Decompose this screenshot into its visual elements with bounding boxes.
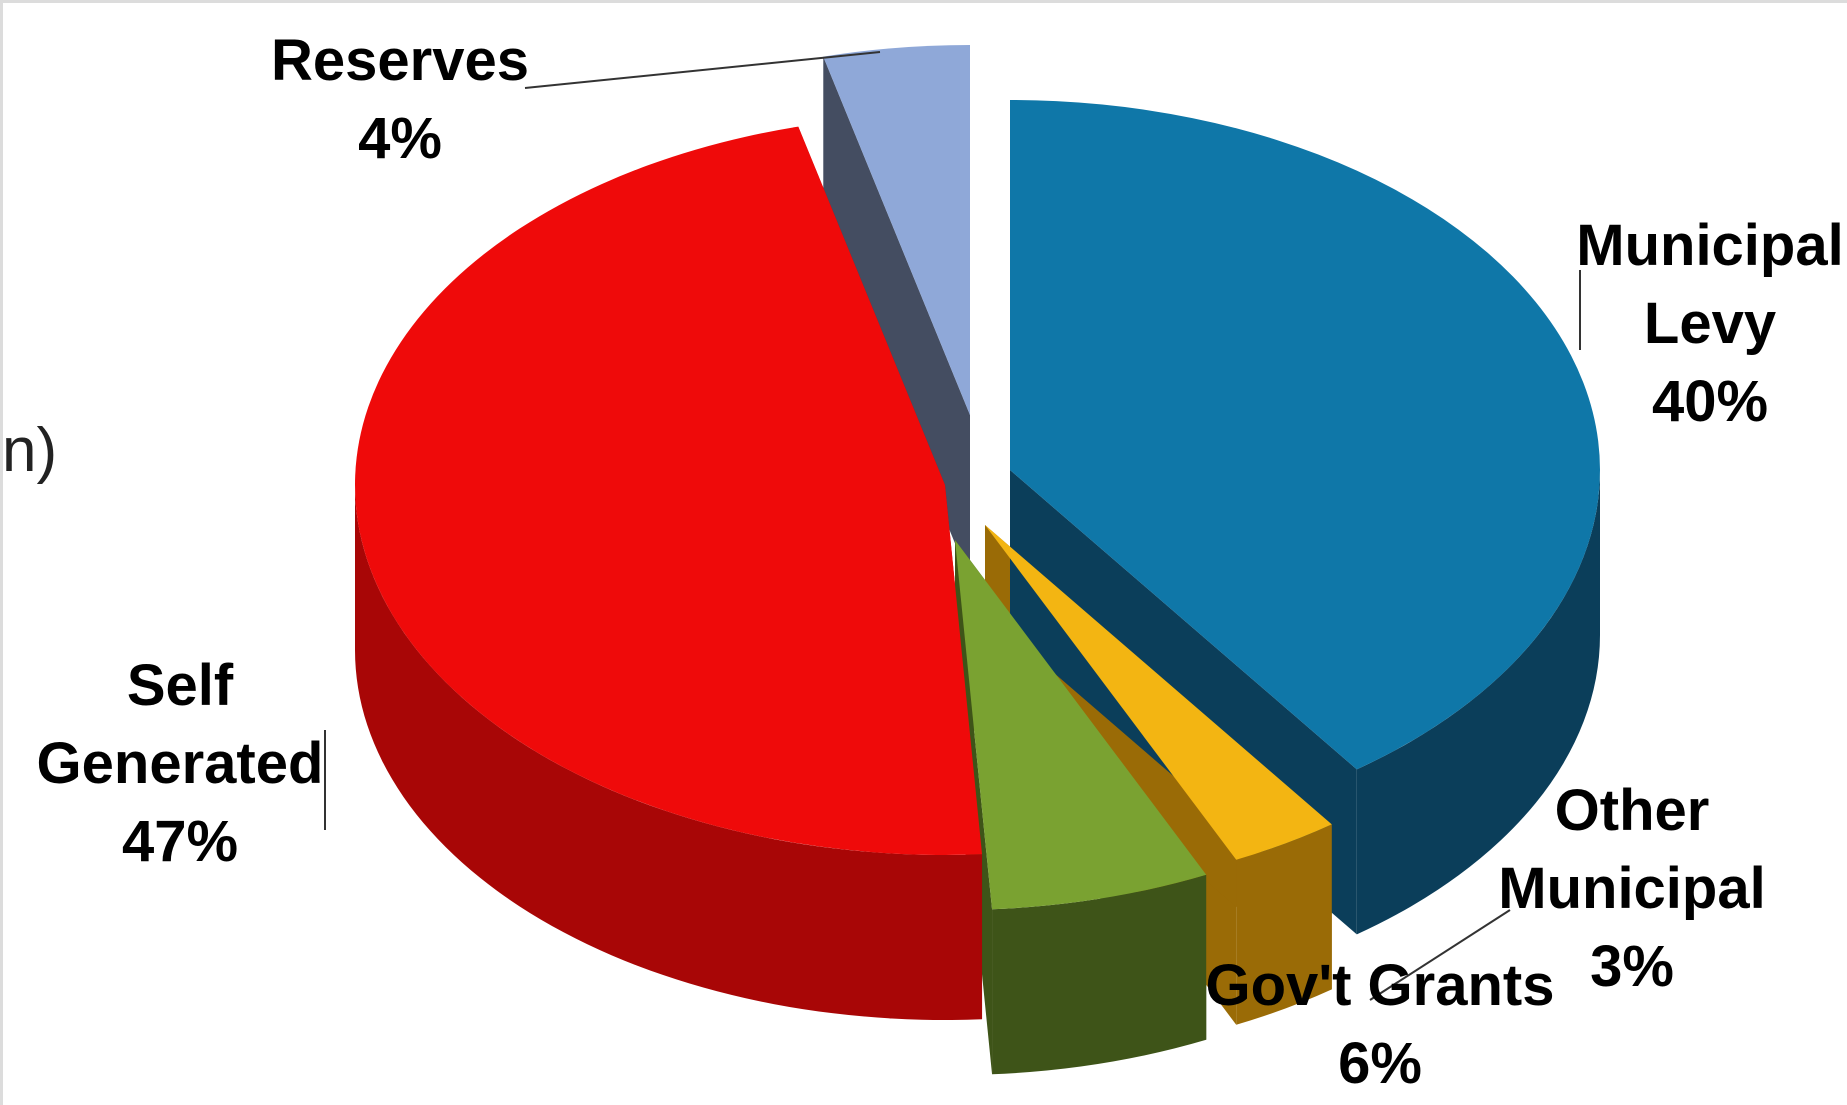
pie-side-gov-t-grants [992, 874, 1207, 1075]
cropped-text-fragment: n) [2, 416, 58, 485]
pie-slice-other-municipal [985, 525, 1332, 860]
pie-side-municipal-levy [1356, 470, 1600, 935]
pie-slice-gov-t-grants [955, 540, 1207, 910]
slice-name-line: Generated [37, 731, 324, 796]
slice-label-municipal-levy: Municipal Levy 40% [1576, 213, 1843, 434]
slice-value-label: 3% [1590, 934, 1674, 999]
slice-label-reserves: Reserves 4% [271, 28, 529, 171]
slice-value-label: 6% [1338, 1031, 1422, 1096]
pie-wall-reserves-0 [823, 56, 970, 581]
pie-tops [354, 45, 1601, 910]
slice-name-line: Municipal [1576, 213, 1843, 278]
slice-value-label: 47% [122, 809, 238, 874]
slice-name-line: Gov't Grants [1206, 953, 1555, 1018]
slice-label-gov-t-grants: Gov't Grants 6% [1206, 953, 1555, 1096]
slice-label-other-municipal: Other Municipal 3% [1498, 778, 1765, 999]
slice-name-line: Municipal [1498, 856, 1765, 921]
slice-name-line: Self [127, 653, 234, 718]
pie-slice-self-generated [354, 126, 983, 856]
slice-label-self-generated: Self Generated 47% [37, 653, 324, 874]
pie-side-self-generated [355, 485, 983, 1020]
leader-lines [324, 51, 1581, 1001]
leader-line-reserves [524, 51, 881, 89]
slice-labels: Municipal Levy 40% Other Municipal 3% Gov't Gr… [37, 28, 1844, 1096]
slice-name-line: Levy [1644, 291, 1776, 356]
pie-slice-reserves [823, 45, 970, 415]
slice-value-label: 40% [1652, 369, 1768, 434]
pie-side-other-municipal [1236, 824, 1332, 1025]
slice-value-label: 4% [358, 106, 442, 171]
leader-line-other-municipal [1369, 909, 1511, 1001]
pie-slice-municipal-levy [1010, 100, 1601, 770]
slice-name-line: Other [1555, 778, 1710, 843]
slice-name-line: Reserves [271, 28, 529, 93]
